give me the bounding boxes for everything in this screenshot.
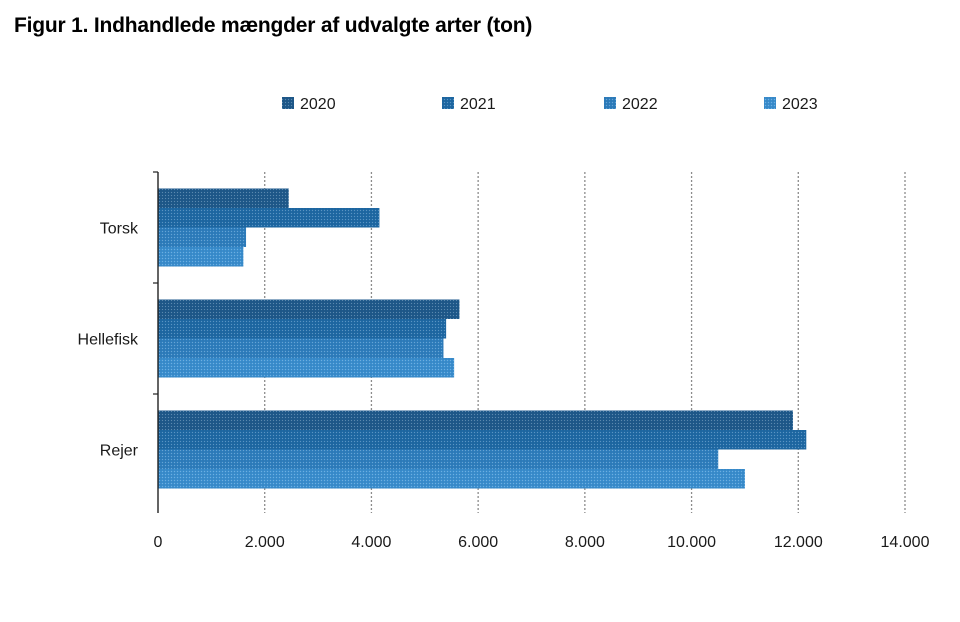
x-tick-label-0: 0: [154, 534, 163, 551]
x-tick-label-12000: 12.000: [774, 534, 823, 551]
x-tick-label-6000: 6.000: [458, 534, 498, 551]
legend-swatch-2022: [604, 97, 616, 109]
bar-torsk-2021: [158, 208, 380, 228]
x-tick-label-4000: 4.000: [351, 534, 391, 551]
legend-label-2022: 2022: [622, 96, 658, 113]
axes: Torsk Hellefisk Rejer 0 2.000 4.000 6.000 8.000…: [78, 171, 930, 551]
x-tick-label-14000: 14.000: [881, 534, 930, 551]
bar-rejer-2020: [158, 410, 793, 430]
legend-swatch-2023: [764, 97, 776, 109]
bar-torsk-2022: [158, 227, 247, 247]
legend-label-2023: 2023: [782, 96, 818, 113]
figure-title: Figur 1. Indhandlede mængder af udvalgte…: [14, 14, 533, 37]
bar-torsk-2023: [158, 247, 244, 267]
bar-rejer-2023: [158, 469, 745, 489]
category-label-torsk: Torsk: [100, 221, 139, 238]
bar-torsk-2020: [158, 188, 289, 208]
category-label-rejer: Rejer: [100, 443, 139, 460]
bar-rejer-2022: [158, 449, 719, 469]
bar-hellefisk-2020: [158, 299, 460, 319]
legend-label-2020: 2020: [300, 96, 336, 113]
x-tick-label-2000: 2.000: [245, 534, 285, 551]
x-tick-label-10000: 10.000: [667, 534, 716, 551]
bar-hellefisk-2022: [158, 338, 444, 358]
bar-hellefisk-2023: [158, 358, 455, 378]
legend-label-2021: 2021: [460, 96, 496, 113]
category-label-hellefisk: Hellefisk: [78, 332, 139, 349]
legend-swatch-2020: [282, 97, 294, 109]
bar-rejer-2021: [158, 430, 807, 450]
legend-swatch-2021: [442, 97, 454, 109]
bar-hellefisk-2021: [158, 319, 447, 339]
bars: [158, 188, 807, 489]
x-tick-label-8000: 8.000: [565, 534, 605, 551]
legend: 2020 2021 2022 2023: [282, 96, 818, 113]
